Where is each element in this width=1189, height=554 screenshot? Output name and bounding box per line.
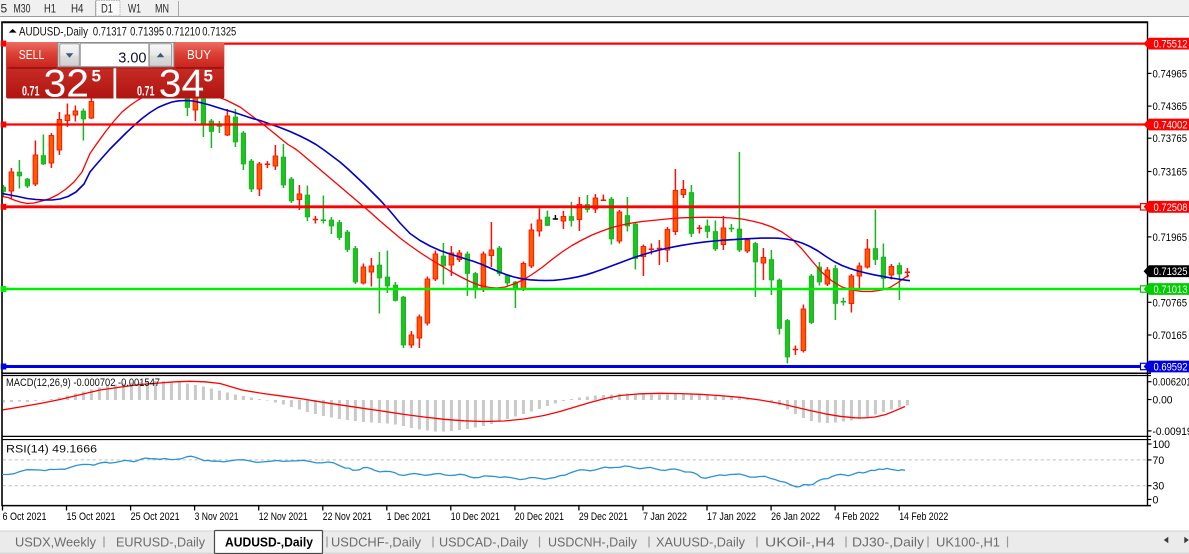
svg-text:M30: M30 [14,2,31,16]
svg-text:XAUUSD-,Daily: XAUUSD-,Daily [656,536,746,550]
svg-text:17 Jan 2022: 17 Jan 2022 [707,511,756,523]
svg-text:6 Oct 2021: 6 Oct 2021 [3,511,47,523]
svg-text:7 Jan 2022: 7 Jan 2022 [643,511,687,523]
svg-text:29 Dec 2021: 29 Dec 2021 [579,511,628,523]
svg-text:0.71: 0.71 [137,84,155,99]
svg-text:5: 5 [92,67,101,86]
svg-text:0.74002: 0.74002 [1154,120,1188,132]
svg-text:0.71: 0.71 [22,84,40,99]
svg-text:0.71317: 0.71317 [93,25,127,39]
svg-text:UKOil-,H4: UKOil-,H4 [765,536,835,550]
svg-text:1 Dec 2021: 1 Dec 2021 [387,511,431,523]
svg-text:30: 30 [1153,481,1165,493]
svg-text:AUDUSD-,Daily: AUDUSD-,Daily [225,536,313,550]
svg-text:25 Oct 2021: 25 Oct 2021 [131,511,180,523]
svg-text:D1: D1 [101,2,113,16]
svg-text:MACD(12,26,9) -0.000702 -0.001: MACD(12,26,9) -0.000702 -0.001547 [6,377,160,389]
svg-text:5: 5 [1,2,8,16]
svg-text:10 Dec 2021: 10 Dec 2021 [451,511,500,523]
svg-text:5: 5 [204,67,213,86]
svg-text:3 Nov 2021: 3 Nov 2021 [195,511,239,523]
svg-text:15 Oct 2021: 15 Oct 2021 [67,511,116,523]
svg-text:0.71325: 0.71325 [202,25,236,39]
svg-text:USDCAD-,Daily: USDCAD-,Daily [439,536,529,550]
svg-text:70: 70 [1153,455,1165,467]
svg-text:20 Dec 2021: 20 Dec 2021 [515,511,564,523]
svg-text:AUDUSD-,Daily: AUDUSD-,Daily [19,25,88,39]
svg-text:0.71210: 0.71210 [166,25,200,39]
svg-text:DJ30-,Daily: DJ30-,Daily [852,536,925,550]
svg-text:0.00: 0.00 [1153,395,1173,407]
svg-text:22 Nov 2021: 22 Nov 2021 [323,511,372,523]
svg-text:0.74965: 0.74965 [1153,68,1188,80]
svg-text:USDCHF-,Daily: USDCHF-,Daily [331,536,422,550]
svg-text:W1: W1 [128,2,141,16]
svg-text:0.73165: 0.73165 [1153,167,1188,179]
svg-text:-0.00919: -0.00919 [1153,426,1189,438]
svg-text:0.71325: 0.71325 [1154,266,1188,278]
svg-text:0.70765: 0.70765 [1153,297,1188,309]
svg-text:34: 34 [159,62,205,105]
svg-text:12 Nov 2021: 12 Nov 2021 [259,511,308,523]
svg-text:0.74365: 0.74365 [1153,101,1188,113]
svg-text:RSI(14) 49.1666: RSI(14) 49.1666 [6,444,97,456]
svg-text:14 Feb 2022: 14 Feb 2022 [899,511,948,523]
svg-text:3.00: 3.00 [118,51,146,67]
svg-text:0.71013: 0.71013 [1154,284,1188,296]
svg-text:H4: H4 [71,2,84,16]
svg-text:USDX,Weekly: USDX,Weekly [15,536,97,550]
svg-text:0: 0 [1153,494,1159,506]
svg-text:0.71965: 0.71965 [1153,232,1188,244]
svg-text:UK100-,H1: UK100-,H1 [936,536,1000,550]
svg-text:0.006201: 0.006201 [1153,377,1189,389]
svg-text:MN: MN [155,2,169,16]
svg-text:0.71395: 0.71395 [130,25,164,39]
svg-text:26 Jan 2022: 26 Jan 2022 [771,511,820,523]
svg-text:4 Feb 2022: 4 Feb 2022 [835,511,879,523]
svg-text:USDCNH-,Daily: USDCNH-,Daily [548,536,638,550]
svg-text:0.70165: 0.70165 [1153,330,1188,342]
svg-text:SELL: SELL [19,48,45,62]
svg-text:0.72508: 0.72508 [1154,202,1188,214]
svg-text:0.75512: 0.75512 [1154,39,1188,51]
svg-text:0.69592: 0.69592 [1154,362,1188,374]
svg-text:32: 32 [44,62,90,105]
svg-text:BUY: BUY [187,48,212,62]
svg-text:0.73765: 0.73765 [1153,133,1188,145]
svg-text:EURUSD-,Daily: EURUSD-,Daily [116,536,206,550]
svg-text:100: 100 [1153,439,1171,451]
svg-text:H1: H1 [44,2,56,16]
